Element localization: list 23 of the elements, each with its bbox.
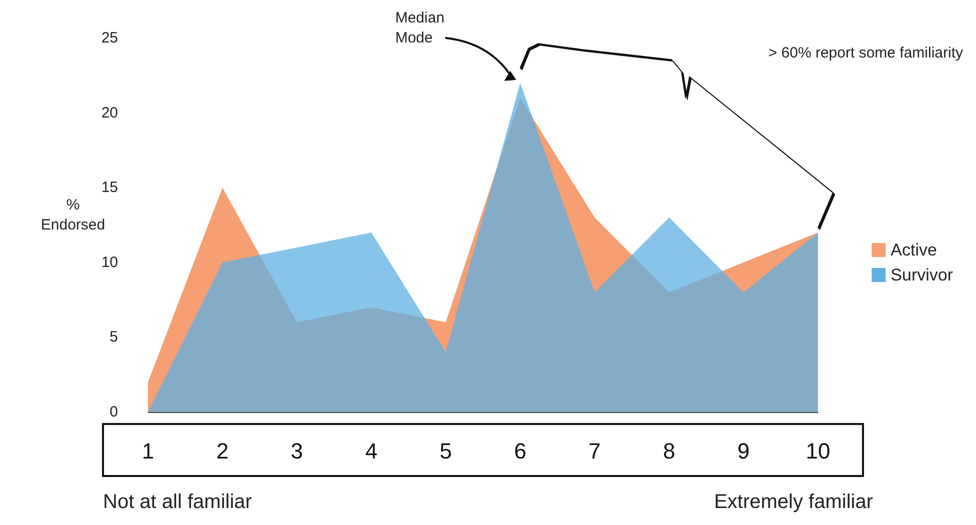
y-tick-label: 25 bbox=[101, 30, 118, 46]
y-tick-label: 20 bbox=[101, 104, 118, 122]
y-tick-label: 10 bbox=[101, 254, 118, 271]
x-tick-label: 5 bbox=[440, 438, 452, 464]
annotation: > 60% report some familiarity bbox=[768, 44, 964, 62]
y-tick-label: 0 bbox=[110, 404, 118, 420]
x-tick-label: 2 bbox=[216, 438, 229, 464]
x-tick-label: 7 bbox=[588, 438, 601, 464]
y-tick-label: 5 bbox=[110, 328, 118, 346]
x-tick-label: 1 bbox=[142, 438, 154, 464]
legend-label: Active bbox=[890, 240, 937, 260]
text: Not at all familiar bbox=[103, 491, 252, 513]
legend-label: Survivor bbox=[890, 266, 954, 284]
x-tick-label: 8 bbox=[662, 438, 676, 464]
x-tick-label: 3 bbox=[290, 438, 304, 464]
text: Extremely familiar bbox=[714, 491, 874, 513]
x-tick-label: 6 bbox=[514, 438, 526, 464]
x-tick-label: 4 bbox=[365, 438, 378, 464]
annotation: Median Mode bbox=[395, 9, 444, 46]
x-tick-label: 9 bbox=[737, 438, 750, 464]
y-tick-label: 15 bbox=[101, 179, 118, 196]
x-tick-label: 10 bbox=[806, 438, 830, 464]
y-axis-title: % Endorsed bbox=[40, 196, 106, 234]
